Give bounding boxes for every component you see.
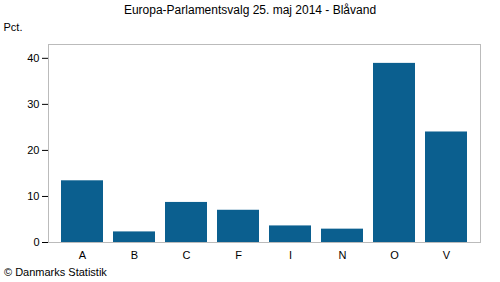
svg-text:Pct.: Pct.	[4, 21, 23, 33]
svg-text:N: N	[339, 249, 347, 261]
svg-text:20: 20	[27, 144, 39, 156]
svg-text:0: 0	[33, 236, 39, 248]
svg-text:30: 30	[27, 98, 39, 110]
svg-text:40: 40	[27, 52, 39, 64]
svg-text:A: A	[79, 249, 87, 261]
svg-text:C: C	[183, 249, 191, 261]
svg-text:O: O	[390, 249, 399, 261]
html-text:Europa-Parlamentsvalg 25. maj: Europa-Parlamentsvalg 25. maj 2014 - Blå…	[123, 3, 377, 17]
svg-text:V: V	[443, 249, 451, 261]
svg-text:B: B	[131, 249, 138, 261]
svg-text:10: 10	[27, 190, 39, 202]
svg-text:F: F	[235, 249, 242, 261]
html-text:© Danmarks Statistik: © Danmarks Statistik	[4, 266, 107, 278]
svg-text:I: I	[289, 249, 292, 261]
